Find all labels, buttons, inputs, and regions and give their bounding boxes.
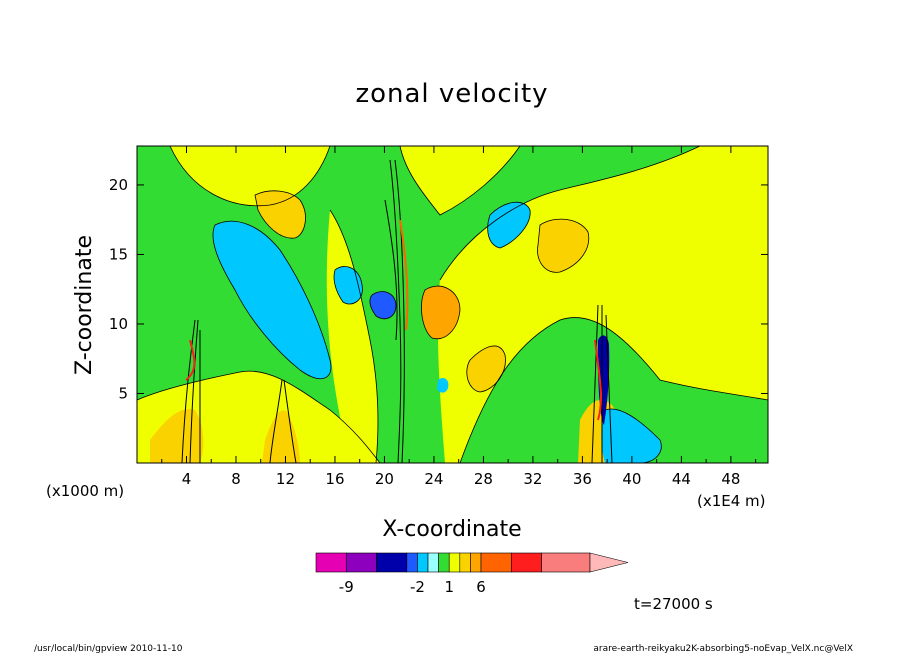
y-tick-label: 20: [109, 176, 128, 194]
updraft-column-right: [591, 304, 613, 464]
y-tick-label: 10: [109, 315, 128, 333]
footer-right: arare-earth-reikyaku2K-absorbing5-noEvap…: [593, 644, 853, 654]
x-tick-label: 40: [622, 470, 641, 488]
contour-region-yellow-right-top: [400, 146, 520, 215]
x-tick-label: 44: [672, 470, 691, 488]
y-tick-label: 15: [109, 245, 128, 263]
colorbar-tick-label: 6: [476, 578, 486, 596]
contour-region-orange-top: [255, 190, 306, 239]
colorbar-cell: [376, 552, 408, 573]
updraft-column-center: [384, 159, 409, 464]
y-tick-label: 5: [118, 384, 128, 402]
colorbar-cell: [427, 552, 439, 573]
updraft-column-small: [269, 379, 297, 464]
colorbar-tick-label: -2: [410, 578, 425, 596]
colorbar: [315, 552, 629, 573]
x-tick-label: 28: [474, 470, 493, 488]
contour-region-cyan-center: [333, 266, 363, 305]
contour-region-yellow-upper-left: [170, 146, 330, 206]
contour-region-orange-right: [537, 219, 589, 273]
contour-region-cyan-right-top: [487, 202, 531, 248]
colorbar-labels: -9 -2 1 6: [339, 578, 486, 596]
updraft-column-left: [181, 319, 201, 464]
contour-region-blue-center: [369, 291, 396, 319]
y-axis-title: Z-coordinate: [72, 235, 97, 375]
contour-region-orange-center: [421, 286, 460, 339]
colorbar-cell: [459, 552, 471, 573]
x-tick-label: 8: [231, 470, 241, 488]
colorbar-cell: [470, 552, 482, 573]
time-label: t=27000 s: [634, 595, 713, 613]
x-tick-label: 12: [276, 470, 295, 488]
contour-region-cyan-right-low: [601, 409, 662, 463]
colorbar-cell: [480, 552, 512, 573]
colorbar-cell: [345, 552, 377, 573]
y-unit-label: (x1000 m): [46, 482, 124, 500]
contour-region-orange-left-low: [150, 409, 204, 463]
colorbar-cell: [406, 552, 418, 573]
footer-left: /usr/local/bin/gpview 2010-11-10: [34, 644, 183, 654]
colorbar-cell: [510, 552, 542, 573]
x-tick-label: 48: [721, 470, 740, 488]
y-axis: 5 10 15 20: [109, 176, 768, 402]
chart-title: zonal velocity: [355, 79, 548, 109]
colorbar-tick-label: -9: [339, 578, 354, 596]
plot-frame: [136, 145, 769, 464]
x-tick-label: 20: [375, 470, 394, 488]
x-tick-label: 4: [182, 470, 192, 488]
colorbar-cell: [417, 552, 429, 573]
colorbar-cell: [315, 552, 347, 573]
colorbar-cell: [448, 552, 461, 573]
x-axis-title: X-coordinate: [382, 517, 521, 542]
x-unit-label: (x1E4 m): [697, 492, 766, 510]
x-tick-label: 24: [424, 470, 443, 488]
contour-region-orange-mid: [466, 345, 506, 392]
contour-lines: [136, 145, 769, 464]
colorbar-cell: [438, 552, 450, 573]
x-tick-label: 16: [325, 470, 344, 488]
colorbar-tick-label: 1: [444, 578, 454, 596]
colorbar-cell: [541, 552, 591, 573]
contour-region-cyan-upper-left: [212, 221, 331, 379]
colorbar-extend-arrow: [589, 552, 629, 573]
x-tick-label: 36: [573, 470, 592, 488]
x-tick-label: 32: [523, 470, 542, 488]
contour-region-cyan-small: [437, 377, 449, 393]
plot-area: [136, 145, 769, 464]
x-axis: 4 8 12 16 20 24 28 32 36 40 44 48: [136, 146, 757, 488]
